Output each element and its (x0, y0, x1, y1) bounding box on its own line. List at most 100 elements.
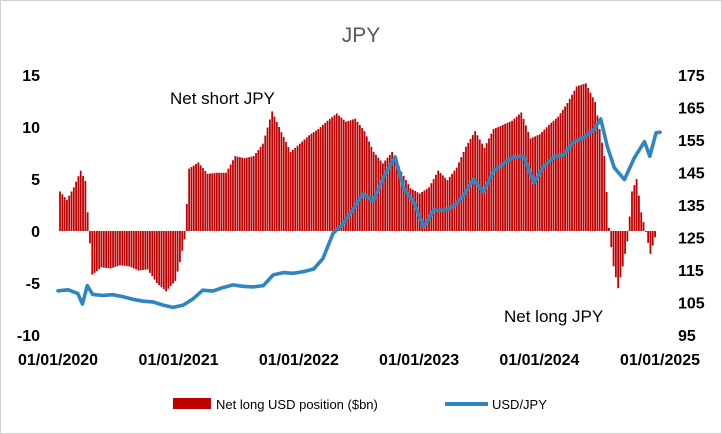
legend: Net long USD position ($bn) USD/JPY (173, 397, 547, 412)
bar-0 (59, 191, 61, 231)
bar-158 (423, 190, 426, 231)
bar-27 (121, 231, 124, 266)
bar-226 (580, 84, 583, 231)
bar-174 (460, 157, 463, 231)
bar-78 (238, 157, 241, 231)
bar-175 (462, 151, 465, 231)
bar-61 (199, 165, 202, 231)
bar-235 (601, 142, 603, 231)
bar-93 (273, 116, 276, 231)
right-axis-ticks: 95 105 115 125 135 145 155 165 175 (678, 68, 705, 345)
bar-173 (458, 162, 460, 231)
bar-199 (518, 114, 520, 231)
bar-30 (128, 231, 131, 267)
bar-162 (432, 179, 435, 231)
bar-149 (402, 175, 405, 231)
bar-159 (425, 188, 428, 231)
bar-139 (379, 160, 382, 231)
bar-70 (220, 172, 223, 231)
bar-244 (621, 231, 624, 267)
usdjpy-line (56, 117, 662, 310)
x-axis-ticks: 01/01/2020 01/01/2021 01/01/2022 01/01/2023… (18, 352, 700, 369)
bar-73 (227, 168, 230, 231)
bar-92 (271, 111, 274, 231)
bar-127 (352, 119, 354, 231)
bar-62 (202, 168, 204, 231)
bar-17 (98, 231, 101, 270)
bar-201 (522, 118, 525, 231)
bar-40 (151, 231, 154, 277)
bar-197 (513, 118, 516, 231)
bar-95 (278, 127, 280, 231)
bar-23 (112, 231, 114, 268)
bar-103 (296, 145, 299, 231)
bar-101 (292, 149, 294, 231)
bar-203 (527, 131, 530, 231)
bar-99 (287, 147, 290, 231)
bar-129 (356, 121, 359, 231)
bar-219 (564, 106, 566, 231)
bar-34 (137, 231, 140, 271)
bar-43 (158, 231, 161, 286)
bar-138 (377, 157, 380, 231)
left-tick-label: -10 (17, 328, 40, 345)
bar-114 (322, 124, 324, 231)
bar-90 (266, 127, 269, 231)
bar-214 (552, 120, 555, 231)
bar-36 (142, 231, 144, 270)
bar-191 (499, 125, 502, 231)
bar-212 (548, 124, 550, 231)
bar-106 (303, 139, 306, 231)
bar-56 (188, 168, 191, 231)
right-tick-label: 115 (678, 263, 704, 280)
bar-243 (619, 231, 622, 278)
bar-85 (255, 153, 257, 231)
bar-160 (428, 187, 430, 231)
bar-91 (268, 119, 271, 231)
bar-5 (70, 191, 73, 231)
bar-209 (541, 131, 543, 231)
bar-60 (197, 162, 200, 231)
bar-186 (488, 138, 490, 231)
bar-207 (536, 135, 539, 231)
bar-217 (559, 113, 562, 231)
bar-189 (495, 128, 497, 231)
bar-12 (86, 212, 89, 231)
bar-234 (598, 129, 601, 231)
bar-143 (388, 154, 391, 231)
bar-13 (89, 231, 91, 244)
bar-126 (349, 120, 352, 231)
bar-19 (102, 231, 105, 268)
bar-84 (252, 156, 255, 231)
bar-171 (453, 170, 456, 231)
right-tick-label: 155 (678, 133, 705, 150)
bar-82 (248, 157, 251, 231)
bar-255 (647, 231, 650, 243)
bar-188 (492, 129, 495, 231)
bar-241 (614, 231, 617, 278)
left-axis-ticks: -10 -5 0 5 10 15 (17, 68, 40, 345)
bar-48 (169, 231, 172, 287)
bar-232 (594, 102, 596, 231)
right-tick-label: 175 (678, 68, 705, 85)
bar-172 (455, 167, 458, 231)
left-tick-label: 5 (31, 172, 40, 189)
bar-53 (181, 231, 184, 251)
bar-218 (561, 109, 564, 231)
line-series (56, 117, 662, 310)
bar-248 (631, 191, 633, 231)
right-tick-label: 105 (678, 296, 705, 313)
bar-130 (358, 124, 361, 231)
bar-65 (209, 173, 211, 231)
bar-133 (365, 136, 368, 231)
bar-20 (105, 231, 108, 268)
left-tick-label: 15 (22, 68, 40, 85)
annotation-net-long: Net long JPY (504, 307, 603, 326)
bar-230 (589, 92, 592, 232)
bar-58 (192, 165, 195, 231)
bar-96 (280, 132, 283, 231)
bar-120 (335, 113, 338, 231)
bar-80 (243, 158, 246, 231)
bar-89 (264, 135, 267, 231)
